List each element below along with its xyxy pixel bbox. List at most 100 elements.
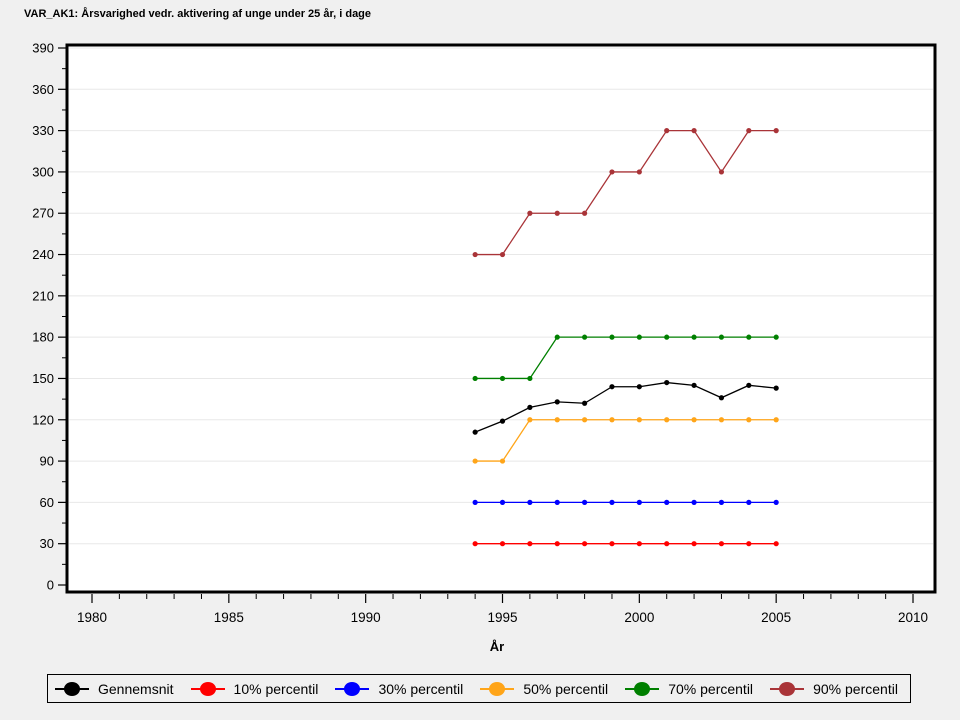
legend-label: 90% percentil [813, 680, 898, 697]
data-point [472, 541, 478, 547]
data-point [773, 128, 779, 134]
data-point [499, 251, 506, 258]
data-point [554, 399, 560, 405]
data-point [527, 417, 533, 423]
data-point [527, 375, 533, 382]
legend-item-70-percentil: 70% percentil [625, 680, 753, 697]
data-point [609, 384, 615, 390]
data-point [582, 417, 588, 423]
data-point [609, 417, 615, 423]
series-30-percentil [472, 499, 779, 505]
data-point [527, 499, 533, 505]
data-point [664, 128, 670, 134]
legend-marker-icon [625, 680, 660, 697]
series-90-percentil [472, 128, 779, 258]
data-point [773, 417, 779, 423]
data-point [527, 541, 533, 547]
data-point [499, 418, 506, 424]
data-point [582, 499, 588, 505]
data-point [582, 334, 588, 340]
data-point [691, 334, 697, 340]
data-point [636, 417, 642, 423]
x-tick-label: 1980 [77, 610, 107, 625]
y-tick-label: 90 [40, 454, 54, 469]
data-point [691, 382, 697, 388]
legend-marker-icon [190, 680, 225, 697]
y-tick-label: 360 [32, 82, 54, 97]
data-point [582, 210, 588, 216]
x-tick-label: 1995 [487, 610, 517, 625]
data-point [636, 169, 642, 175]
series-50-percentil [472, 417, 779, 464]
y-tick-label: 240 [32, 247, 54, 262]
data-point [691, 417, 697, 423]
data-point [718, 395, 725, 401]
data-point [664, 379, 670, 386]
data-point [773, 499, 779, 505]
data-point [664, 541, 670, 547]
legend-item-10-percentil: 10% percentil [190, 680, 319, 697]
legend-label: Gennemsnit [98, 680, 174, 697]
x-tick-label: 1985 [214, 610, 244, 625]
x-tick-label: 2010 [898, 610, 928, 625]
data-point [773, 334, 779, 340]
data-point [718, 499, 725, 505]
data-point [636, 541, 642, 547]
data-point [746, 499, 752, 505]
legend-label: 70% percentil [668, 680, 754, 697]
legend-marker-icon [770, 680, 805, 697]
series-70-percentil [472, 334, 779, 382]
legend-label: 10% percentil [233, 680, 319, 697]
data-point [746, 417, 752, 423]
y-tick-label: 270 [32, 206, 54, 221]
y-tick-label: 0 [47, 578, 54, 593]
legend-marker-icon [335, 680, 370, 697]
data-point [746, 128, 752, 134]
data-point [554, 417, 560, 423]
data-point [527, 404, 533, 410]
y-tick-label: 330 [32, 123, 54, 138]
plot-background [67, 45, 935, 592]
x-axis-title: År [490, 639, 504, 654]
data-point [472, 429, 478, 435]
data-point [499, 541, 506, 547]
data-point [664, 334, 670, 340]
legend-label: 50% percentil [523, 680, 609, 697]
plot-area: 0 30 60 90 120 150 180 210 240 270 300 330 360 390 198… [32, 41, 937, 654]
data-point [636, 499, 642, 505]
data-point [746, 382, 752, 388]
data-point [718, 541, 725, 547]
data-point [664, 417, 670, 423]
y-axis: 0 30 60 90 120 150 180 210 240 270 300 330 360 390 [32, 41, 66, 593]
data-point [554, 499, 560, 505]
data-point [718, 417, 725, 423]
x-tick-label: 2005 [761, 610, 791, 625]
y-tick-label: 180 [32, 330, 54, 345]
legend-label: 30% percentil [378, 680, 464, 697]
data-point [527, 210, 533, 216]
data-point [773, 385, 779, 391]
data-point [636, 334, 642, 340]
legend-item-gennemsnit: Gennemsnit [55, 680, 173, 697]
chart-title: VAR_AK1: Årsvarighed vedr. aktivering af… [24, 8, 372, 20]
y-tick-label: 60 [40, 495, 54, 510]
legend-marker-icon [480, 680, 515, 697]
data-point [636, 384, 642, 390]
data-point [718, 169, 725, 175]
data-point [664, 499, 670, 505]
data-point [691, 541, 697, 547]
y-tick-label: 210 [32, 288, 54, 303]
data-point [718, 334, 725, 340]
legend-marker-icon [55, 680, 89, 697]
data-point [499, 499, 506, 505]
series-10-percentil [472, 541, 779, 547]
legend-item-50-percentil: 50% percentil [480, 680, 608, 697]
data-point [554, 541, 560, 547]
data-point [472, 499, 478, 505]
data-point [746, 541, 752, 547]
data-point [554, 210, 560, 216]
data-point [554, 334, 560, 340]
data-point [472, 251, 478, 258]
legend-item-90-percentil: 90% percentil [770, 680, 898, 697]
